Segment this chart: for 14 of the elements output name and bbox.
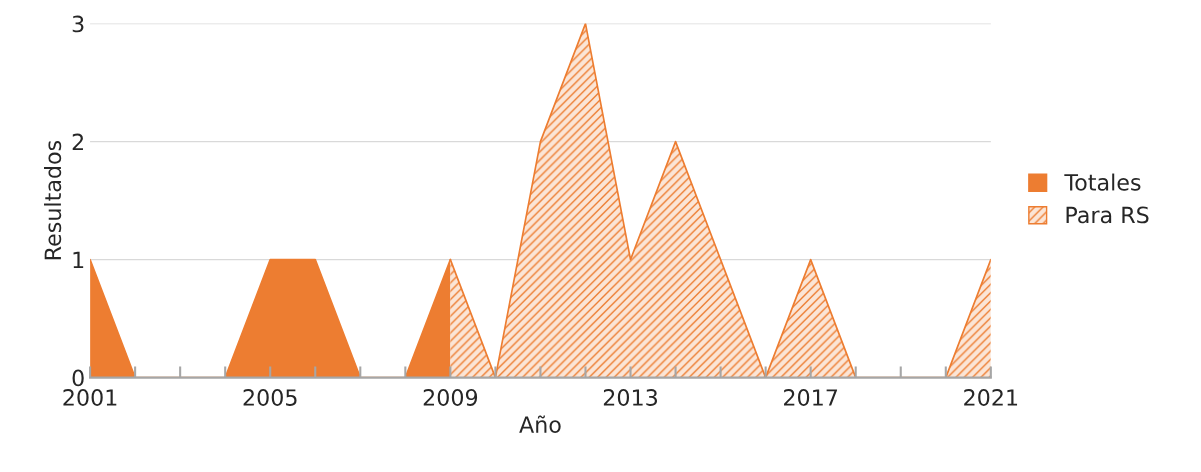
y-axis-title: Resultados [44, 140, 62, 260]
y-tick-label: 3 [72, 15, 84, 33]
y-tick-label: 1 [73, 251, 84, 269]
x-tick-label: 2021 [964, 389, 1018, 406]
y-tick-label: 0 [72, 369, 84, 387]
x-tick-label: 2017 [784, 389, 838, 406]
legend-label: Totales [1064, 173, 1141, 191]
y-tick-label: 2 [72, 133, 83, 151]
x-tick-label: 2013 [603, 389, 658, 406]
legend-label: Para RS [1066, 206, 1149, 224]
x-axis-title: Año [519, 415, 561, 433]
x-tick-label: 2009 [423, 389, 478, 406]
x-tick-label: 2005 [243, 389, 297, 406]
x-tick-label: 2001 [63, 389, 117, 406]
